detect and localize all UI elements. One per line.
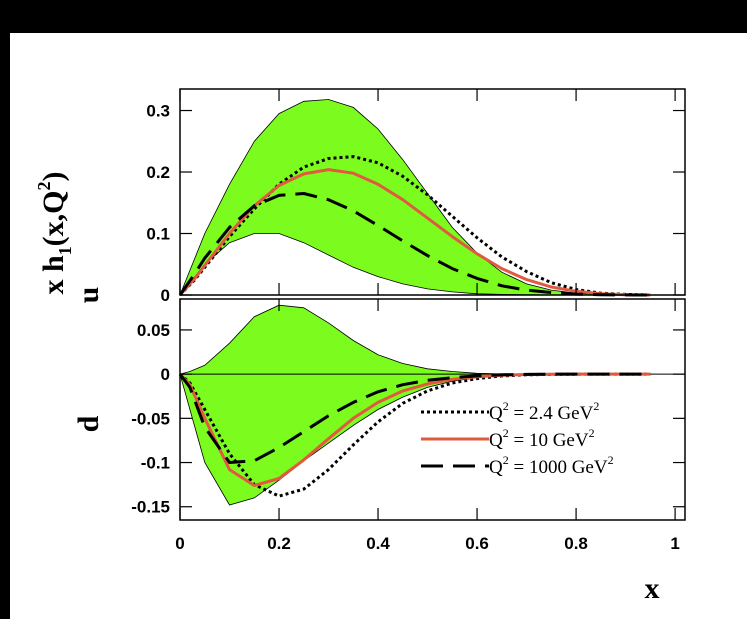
x-tick-label-5: 1	[670, 534, 679, 553]
plot-frame-d	[179, 298, 686, 521]
upper-ylabel: x h1(x,Q2)	[34, 171, 75, 294]
x-tick-label-3: 0.6	[465, 534, 489, 553]
lower-flavor-label: d	[72, 415, 105, 432]
uncertainty-band-u	[179, 99, 651, 296]
upper-flavor-label-group: u	[72, 287, 105, 304]
x-tick-label-4: 0.8	[564, 534, 588, 553]
y-tick-label-d-0: 0.05	[137, 321, 170, 340]
plot-frame-u	[179, 88, 686, 296]
y-tick-label-u-0: 0	[161, 286, 170, 305]
series-q2_1000-u	[178, 192, 651, 297]
x-tick-label-1: 0.2	[267, 534, 291, 553]
y-tick-label-d-1: 0	[161, 365, 170, 384]
uncertainty-band-d	[179, 304, 651, 506]
upper-flavor-label: u	[72, 287, 105, 304]
y-tick-label-d-4: -0.15	[131, 498, 170, 517]
y-tick-label-u-2: 0.2	[146, 163, 170, 182]
x-axis-title: x	[645, 572, 660, 605]
y-tick-label-d-3: -0.1	[141, 454, 170, 473]
legend: Q2 = 2.4 GeV2 Q2 = 10 GeV2 Q2 = 1000 GeV…	[421, 399, 614, 478]
curve-layer	[178, 155, 651, 498]
pdf-transversity-chart: 0 0.1 0.2 0.3 0.05 0 -0.05 -0.1 -0.15 0 0.2 0.4 0.6 0…	[34, 88, 686, 605]
legend-entry-10: Q2 = 10 GeV2	[489, 426, 595, 451]
y-tick-label-u-1: 0.1	[146, 225, 170, 244]
series-q2_10-u	[178, 168, 651, 297]
axis-layer	[179, 88, 686, 521]
series-q2_2_4-u	[178, 155, 651, 297]
x-tick-label-2: 0.4	[366, 534, 390, 553]
legend-entry-1000: Q2 = 1000 GeV2	[489, 453, 614, 478]
y-tick-label-u-3: 0.3	[146, 102, 170, 121]
figure-panel: 0 0.1 0.2 0.3 0.05 0 -0.05 -0.1 -0.15 0 0.2 0.4 0.6 0…	[10, 33, 747, 619]
y-tick-label-d-2: -0.05	[131, 409, 170, 428]
label-layer: 0 0.1 0.2 0.3 0.05 0 -0.05 -0.1 -0.15 0 0.2 0.4 0.6 0…	[131, 102, 680, 553]
band-layer	[179, 99, 685, 506]
lower-flavor-label-group: d	[72, 415, 105, 432]
upper-ylabel-group: x h1(x,Q2)	[34, 171, 75, 294]
x-tick-label-0: 0	[175, 534, 184, 553]
legend-entry-2-4: Q2 = 2.4 GeV2	[489, 399, 599, 424]
series-q2_1000-d	[178, 372, 651, 464]
